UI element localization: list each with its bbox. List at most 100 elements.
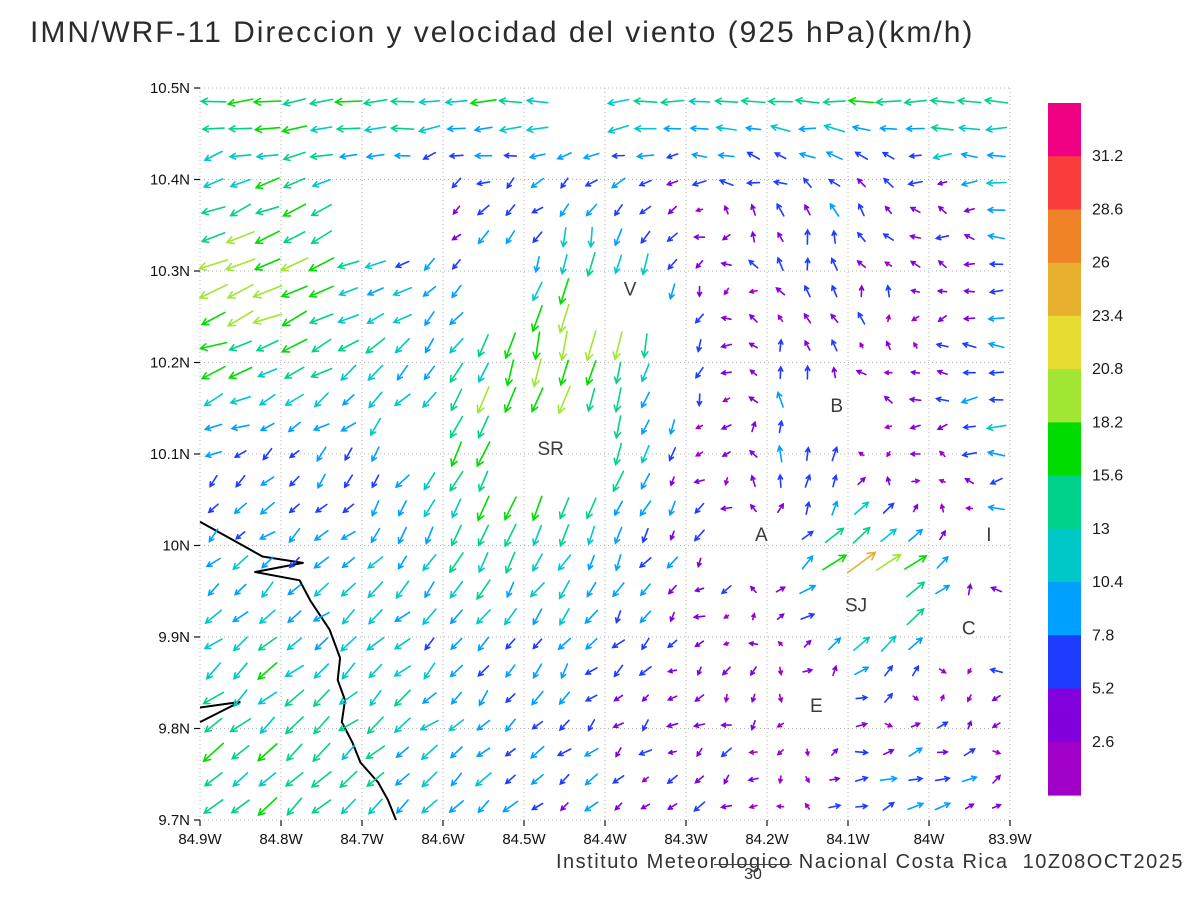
wind-vector (938, 668, 947, 674)
wind-vector (287, 583, 302, 596)
wind-vector (258, 531, 276, 540)
wind-vector (424, 311, 435, 327)
wind-vector (831, 229, 838, 244)
wind-vector (232, 636, 248, 652)
wind-vector (720, 585, 732, 595)
wind-vector (638, 749, 653, 756)
wind-vector (967, 720, 973, 730)
wind-vector (394, 260, 410, 269)
wind-vector (804, 203, 811, 216)
wind-vector (393, 152, 411, 159)
wind-vector (991, 694, 1001, 702)
wind-vector (720, 747, 732, 758)
wind-vector (718, 179, 734, 187)
colorbar-segment (1048, 528, 1081, 583)
wind-vector (469, 98, 497, 107)
wind-vector (667, 803, 678, 811)
wind-vector (665, 153, 679, 160)
wind-vector (366, 313, 385, 324)
wind-vector (308, 98, 334, 107)
wind-vector (881, 151, 895, 160)
wind-vector (640, 473, 651, 490)
wind-vector (666, 232, 678, 243)
wind-vector (855, 694, 869, 701)
wind-vector (963, 234, 975, 241)
wind-vector (282, 177, 306, 189)
wind-vector (639, 610, 652, 624)
wind-vector (693, 529, 705, 542)
wind-vector (504, 693, 516, 704)
wind-vector (985, 424, 1007, 432)
wind-vector (855, 722, 869, 728)
wind-vector (908, 153, 922, 159)
wind-vector (477, 524, 490, 547)
wind-vector (310, 203, 332, 217)
wind-vector (340, 530, 356, 540)
wind-vector (667, 584, 677, 595)
wind-vector (528, 153, 546, 160)
wind-vector (476, 579, 491, 601)
wind-vector (227, 125, 253, 133)
wind-vector (224, 258, 256, 272)
wind-vector (203, 638, 223, 650)
wind-vector (907, 180, 923, 187)
y-axis-tick-label: 9.9N (158, 629, 190, 646)
wind-vector (531, 690, 544, 706)
x-axis-tick-label: 84.2W (745, 831, 789, 848)
wind-vector (772, 179, 788, 186)
wind-vector (909, 206, 921, 214)
island-coastline (199, 701, 241, 723)
wind-vector (424, 338, 435, 354)
wind-vector (878, 125, 898, 132)
wind-vector (613, 387, 622, 414)
wind-vector (967, 582, 973, 596)
wind-vector (583, 801, 599, 812)
wind-vector (723, 204, 729, 215)
wind-vector (776, 613, 785, 620)
wind-vector (231, 611, 249, 623)
wind-vector (235, 531, 246, 540)
wind-vector (851, 124, 871, 132)
wind-vector (557, 385, 571, 415)
wind-vector (831, 366, 838, 379)
wind-vector (229, 203, 252, 217)
wind-vector (613, 228, 623, 247)
wind-vector (422, 151, 437, 160)
wind-vector (750, 474, 756, 487)
wind-vector (393, 638, 411, 650)
wind-vector (883, 370, 893, 376)
wind-vector (504, 748, 516, 757)
wind-vector (857, 202, 865, 217)
wind-vector (906, 607, 925, 626)
wind-vector (258, 609, 276, 625)
wind-vector (397, 555, 408, 570)
wind-vector (341, 662, 356, 680)
wind-vector (583, 747, 599, 757)
wind-vector (232, 772, 249, 788)
wind-vector (689, 125, 709, 132)
wind-vector (531, 358, 542, 388)
wind-vector (202, 691, 225, 705)
wind-vector (584, 694, 598, 702)
wind-vector (397, 526, 408, 545)
wind-vector (856, 260, 866, 269)
wind-vector (988, 369, 1004, 376)
wind-vector (587, 554, 595, 571)
wind-vector (368, 391, 383, 409)
wind-vector (312, 423, 330, 432)
wind-vector (909, 451, 921, 457)
wind-vector (694, 640, 705, 648)
wind-vector (476, 719, 491, 731)
wind-vector (422, 285, 437, 298)
wind-vector (448, 337, 464, 354)
wind-vector (855, 803, 869, 810)
wind-vector (203, 150, 223, 162)
wind-vector (720, 261, 732, 267)
colorbar-segment (1048, 156, 1081, 210)
wind-vector (253, 125, 281, 134)
wind-vector (667, 749, 677, 755)
colorbar-tick-label: 2.6 (1092, 734, 1114, 751)
wind-vector (989, 477, 1003, 485)
wind-vector (717, 152, 735, 159)
wind-vector (227, 366, 253, 380)
